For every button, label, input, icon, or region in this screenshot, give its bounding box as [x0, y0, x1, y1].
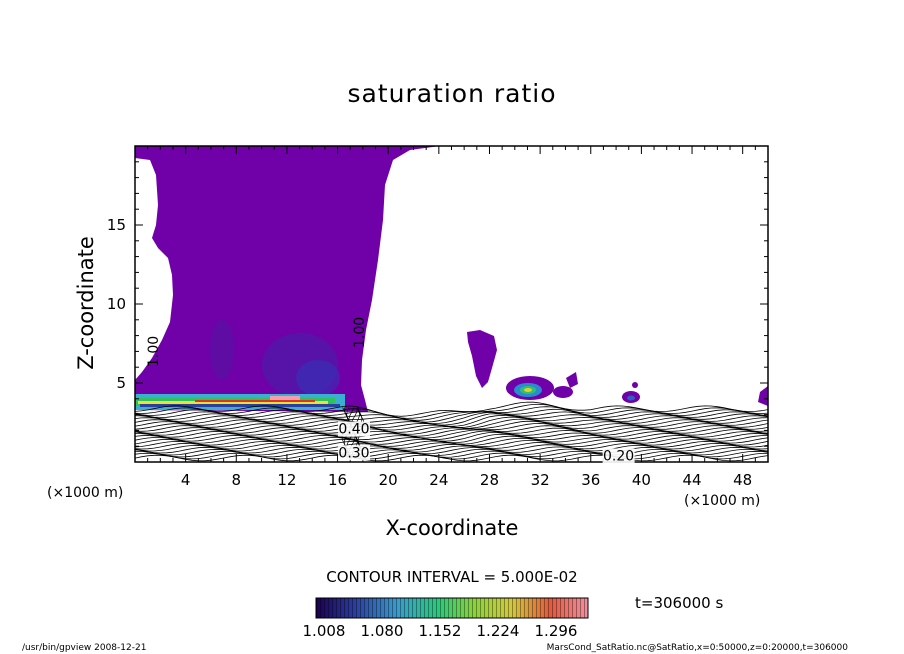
contour-line	[135, 403, 768, 419]
contour-line	[135, 414, 768, 427]
supersaturated-blob	[566, 372, 578, 388]
contour-label: 1.00	[352, 317, 368, 348]
x-tick-label: 20	[379, 471, 398, 489]
contour-lines	[135, 401, 768, 462]
contour-label: 0.20	[603, 448, 634, 464]
contour-label-bg	[602, 448, 635, 464]
plot-area	[135, 146, 768, 462]
contour-labels: 1.00 1.00 0.20 0.30 0.40	[146, 317, 635, 464]
contour-line	[135, 401, 768, 417]
supersaturated-blob	[758, 386, 768, 406]
supersaturated-blob	[622, 391, 640, 403]
x-tick-label: 8	[232, 471, 242, 489]
x-axis-ticks: 4 8 12 16 20 24 28 32 36 40 44 48	[147, 146, 756, 489]
colorbar: 1.008 1.080 1.152 1.224 1.296	[303, 597, 589, 640]
colorbar-tick-label: 1.080	[361, 622, 404, 640]
colorbar-tick-label: 1.008	[303, 622, 346, 640]
contour-line	[135, 435, 768, 445]
time-label: t=306000 s	[635, 594, 723, 612]
contour-line	[135, 442, 768, 451]
contour-interval-label: CONTOUR INTERVAL = 5.000E-02	[326, 568, 577, 586]
chart-title: saturation ratio	[347, 79, 556, 108]
y-axis-label: Z-coordinate	[74, 236, 98, 370]
x-tick-label: 28	[480, 471, 499, 489]
x-tick-label: 36	[581, 471, 600, 489]
colorbar-tick-label: 1.152	[419, 622, 462, 640]
contour-label-bg	[338, 421, 371, 437]
x-tick-label: 32	[531, 471, 550, 489]
colorbar-frame	[315, 597, 589, 619]
x-unit-label: (×1000 m)	[684, 493, 760, 509]
supersaturated-blob	[506, 376, 554, 400]
footer-right: MarsCond_SatRatio.nc@SatRatio,x=0:50000,…	[547, 643, 849, 653]
y-tick-label: 10	[107, 295, 126, 313]
supersaturated-region	[135, 146, 440, 412]
x-tick-label: 12	[277, 471, 296, 489]
contour-label: 0.40	[338, 422, 369, 438]
x-tick-label: 40	[632, 471, 651, 489]
x-tick-label: 48	[733, 471, 752, 489]
contour-label: 1.00	[146, 336, 162, 367]
footer-left: /usr/bin/gpview 2008-12-21	[22, 643, 146, 653]
boundary-layer-band	[135, 394, 345, 410]
x-tick-label: 4	[181, 471, 191, 489]
x-tick-label: 44	[682, 471, 701, 489]
x-axis-label: X-coordinate	[386, 516, 519, 540]
supersaturated-blob	[632, 382, 638, 388]
y-unit-label: (×1000 m)	[47, 485, 123, 501]
contour-label: 0.30	[338, 445, 369, 461]
colorbar-tick-label: 1.224	[477, 622, 520, 640]
x-tick-label: 16	[328, 471, 347, 489]
y-axis-ticks: 5 10 15	[107, 161, 768, 447]
supersaturated-blob	[467, 330, 497, 388]
contour-label-bg	[338, 445, 371, 461]
y-tick-label: 5	[116, 374, 126, 392]
dense-patch	[210, 320, 234, 380]
colorbar-tick-labels: 1.008 1.080 1.152 1.224 1.296	[303, 622, 578, 640]
contour-line	[135, 416, 768, 429]
colorbar-tick-label: 1.296	[535, 622, 578, 640]
supersaturated-blob	[553, 386, 573, 398]
contour-line	[135, 422, 768, 435]
dense-patch	[296, 360, 340, 396]
y-tick-label: 15	[107, 216, 126, 234]
x-tick-label: 24	[429, 471, 448, 489]
contour-line	[135, 433, 768, 444]
